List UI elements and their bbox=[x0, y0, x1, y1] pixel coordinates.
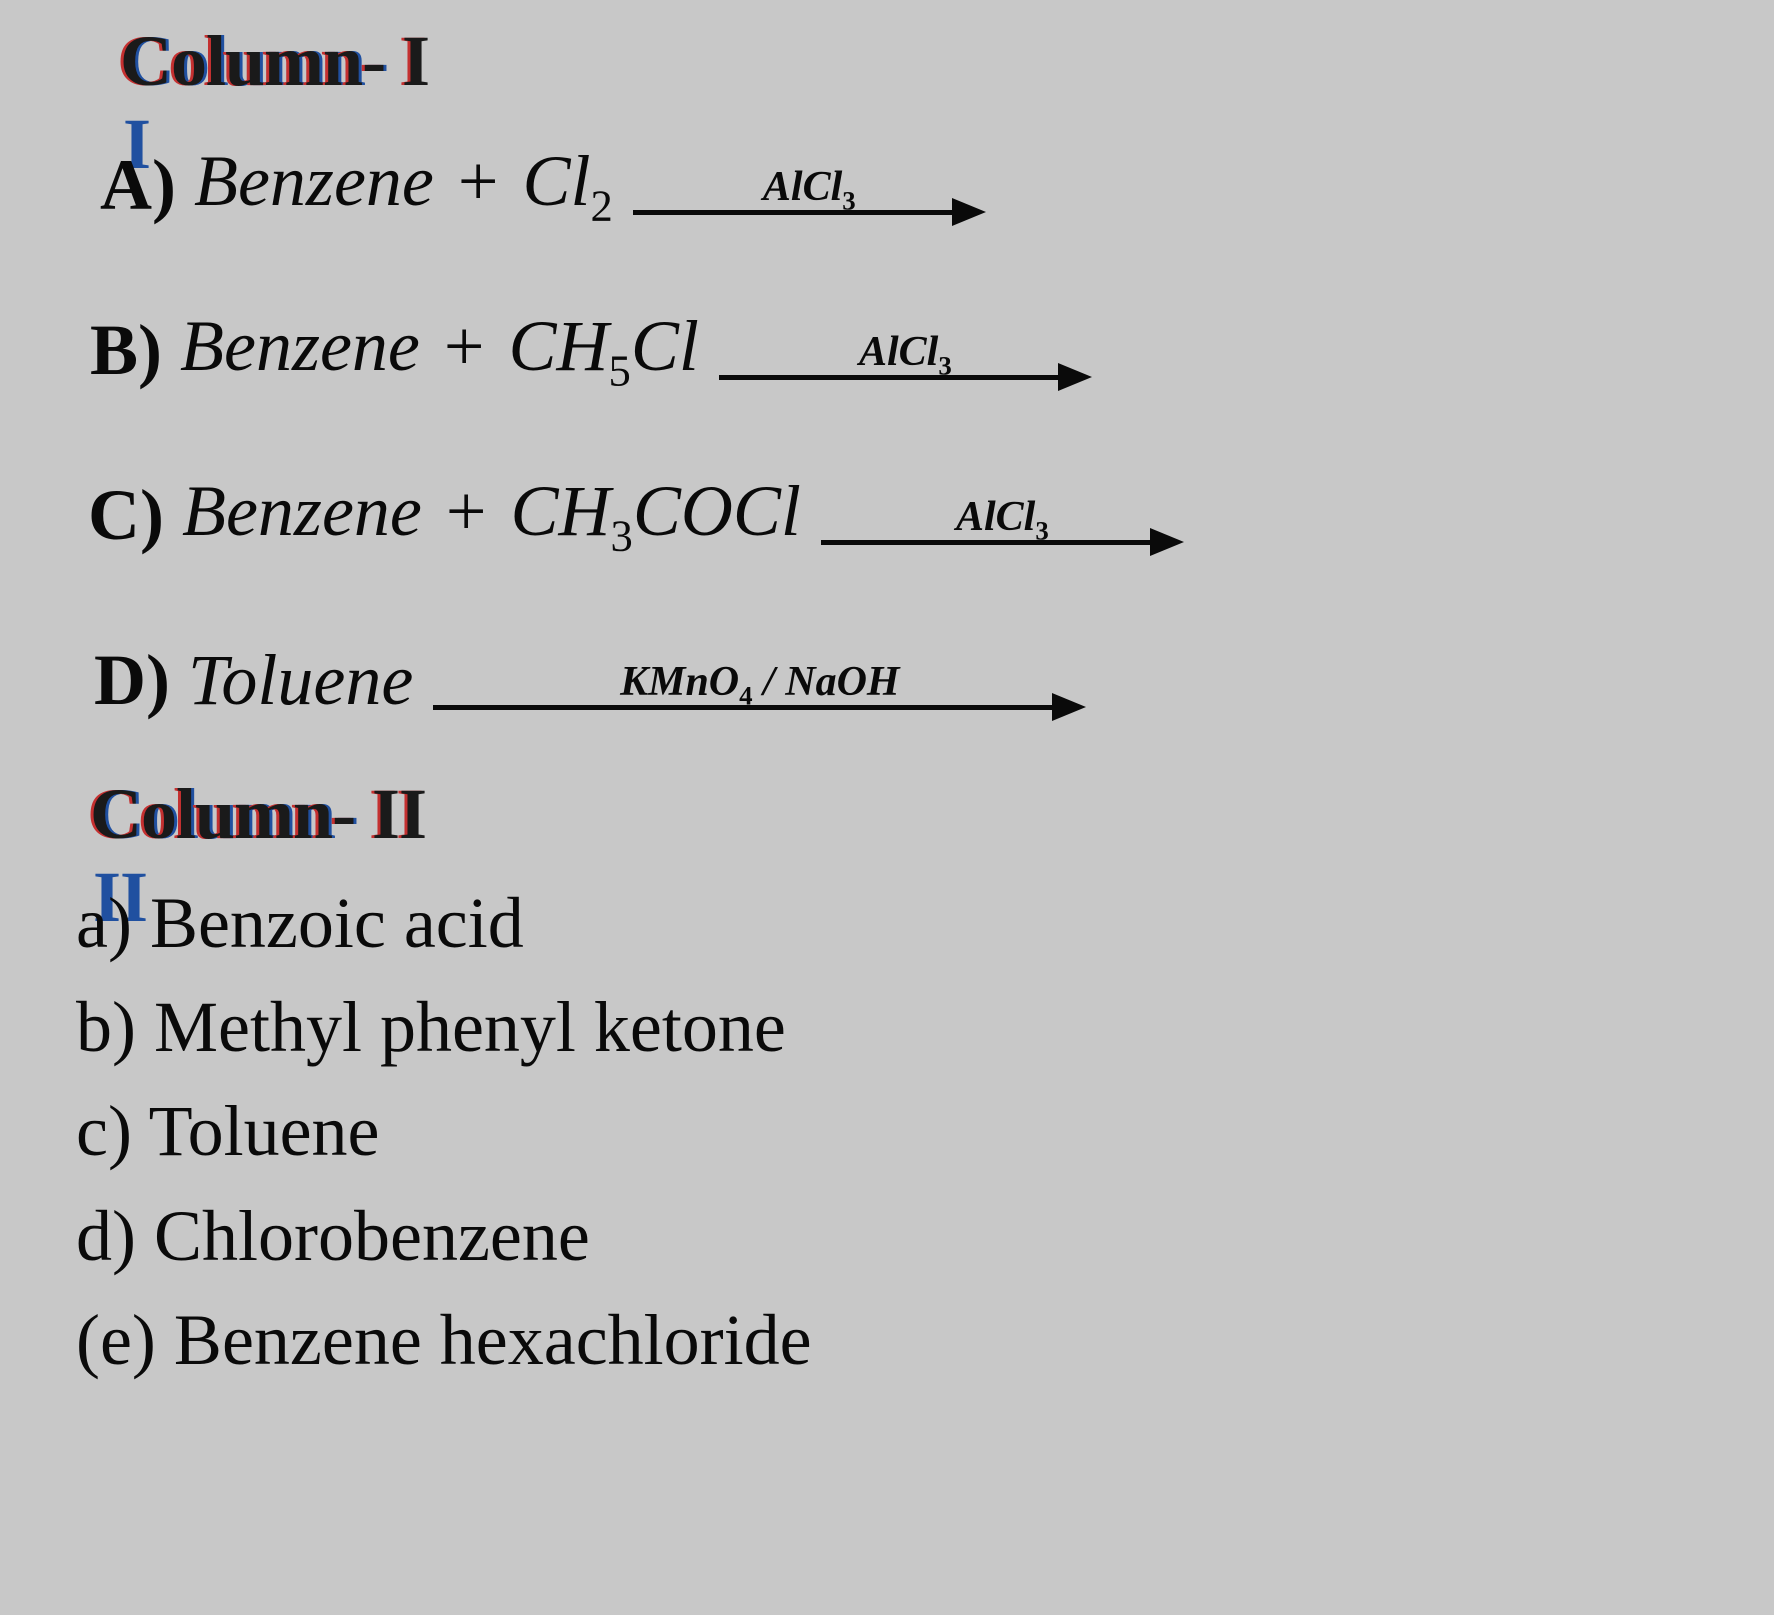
reaction-c-formula: CH3COCl bbox=[510, 471, 800, 551]
reaction-d-reactant: Toluene bbox=[188, 639, 413, 722]
reaction-b-catalyst-sub: 3 bbox=[938, 350, 951, 380]
reaction-d-catalyst-sub: 4 bbox=[739, 680, 752, 710]
reaction-b-plus: + bbox=[444, 306, 485, 386]
column2-item-a: a) Benzoic acid bbox=[76, 872, 1734, 974]
reaction-d-catalyst-main: KMnO bbox=[620, 659, 739, 705]
reaction-c-catalyst: AlCl3 bbox=[956, 493, 1049, 546]
reaction-a-catalyst-main: AlCl bbox=[763, 164, 842, 210]
reaction-d-catalyst: KMnO4 / NaOH bbox=[620, 658, 900, 711]
column2-item-b: b) Methyl phenyl ketone bbox=[76, 976, 1734, 1078]
reaction-d-arrow: KMnO4 / NaOH bbox=[433, 640, 1086, 721]
col2-c-label: c) bbox=[76, 1091, 132, 1171]
reaction-a-arrow: AlCl3 bbox=[633, 145, 986, 226]
reaction-row-d: D) Toluene KMnO4 / NaOH bbox=[94, 608, 1734, 753]
reaction-a-formula: Cl2 bbox=[522, 141, 612, 221]
reaction-a-label: A) bbox=[100, 144, 176, 227]
reaction-d-compound1: Toluene bbox=[188, 640, 413, 720]
reaction-d-catalyst-tail: / NaOH bbox=[753, 659, 900, 705]
col2-b-text: Methyl phenyl ketone bbox=[154, 987, 786, 1067]
reaction-c-plus: + bbox=[446, 471, 487, 551]
column2-item-e: (e) Benzene hexachloride bbox=[76, 1289, 1734, 1391]
reaction-a-reactant: Benzene + Cl2 bbox=[194, 140, 613, 231]
reaction-row-b: B) Benzene + CH5Cl AlCl3 bbox=[90, 278, 1734, 423]
reaction-c-catalyst-sub: 3 bbox=[1035, 515, 1048, 545]
reaction-b-compound1: Benzene bbox=[180, 306, 420, 386]
reaction-b-label: B) bbox=[90, 309, 162, 392]
reaction-b-formula: CH5Cl bbox=[508, 306, 698, 386]
reaction-c-label: C) bbox=[88, 474, 164, 557]
column2-item-c: c) Toluene bbox=[76, 1080, 1734, 1182]
reaction-a-catalyst-sub: 3 bbox=[842, 185, 855, 215]
col2-d-text: Chlorobenzene bbox=[154, 1196, 590, 1276]
reaction-a-plus: + bbox=[458, 141, 499, 221]
reaction-row-c: C) Benzene + CH3COCl AlCl3 bbox=[88, 443, 1734, 588]
reaction-b-catalyst: AlCl3 bbox=[859, 328, 952, 381]
reaction-c-sub: 3 bbox=[611, 510, 633, 560]
column2-item-d: d) Chlorobenzene bbox=[76, 1185, 1734, 1287]
reaction-b-catalyst-main: AlCl bbox=[859, 329, 938, 375]
reaction-b-formula2: Cl bbox=[631, 306, 699, 386]
col2-d-label: d) bbox=[76, 1196, 136, 1276]
reaction-d-label: D) bbox=[94, 639, 170, 722]
col2-a-label: a) bbox=[76, 883, 132, 963]
col2-e-text: Benzene hexachloride bbox=[174, 1300, 812, 1380]
reaction-row-a: A) Benzene + Cl2 AlCl3 bbox=[100, 113, 1734, 258]
column2-header: Column- II bbox=[90, 773, 426, 856]
reaction-b-sub: 5 bbox=[609, 345, 631, 395]
reaction-c-formula2: COCl bbox=[633, 471, 801, 551]
reaction-a-catalyst: AlCl3 bbox=[763, 163, 856, 216]
reaction-c-catalyst-main: AlCl bbox=[956, 494, 1035, 540]
reaction-b-reactant: Benzene + CH5Cl bbox=[180, 305, 699, 396]
reaction-c-reactant: Benzene + CH3COCl bbox=[182, 470, 801, 561]
reaction-a-compound1: Benzene bbox=[194, 141, 434, 221]
reaction-c-compound1: Benzene bbox=[182, 471, 422, 551]
reaction-c-formula-base: CH bbox=[510, 471, 610, 551]
col2-a-text: Benzoic acid bbox=[150, 883, 524, 963]
reaction-a-sub: 2 bbox=[591, 180, 613, 230]
col2-e-label: (e) bbox=[76, 1300, 156, 1380]
column2-list: a) Benzoic acid b) Methyl phenyl ketone … bbox=[76, 872, 1734, 1391]
col2-c-text: Toluene bbox=[149, 1091, 380, 1171]
column1-header: Column- I bbox=[120, 20, 429, 103]
col2-b-label: b) bbox=[76, 987, 136, 1067]
reaction-a-formula-base: Cl bbox=[522, 141, 590, 221]
reaction-c-arrow: AlCl3 bbox=[821, 475, 1184, 556]
reaction-b-arrow: AlCl3 bbox=[719, 310, 1092, 391]
reaction-b-formula-base: CH bbox=[508, 306, 608, 386]
